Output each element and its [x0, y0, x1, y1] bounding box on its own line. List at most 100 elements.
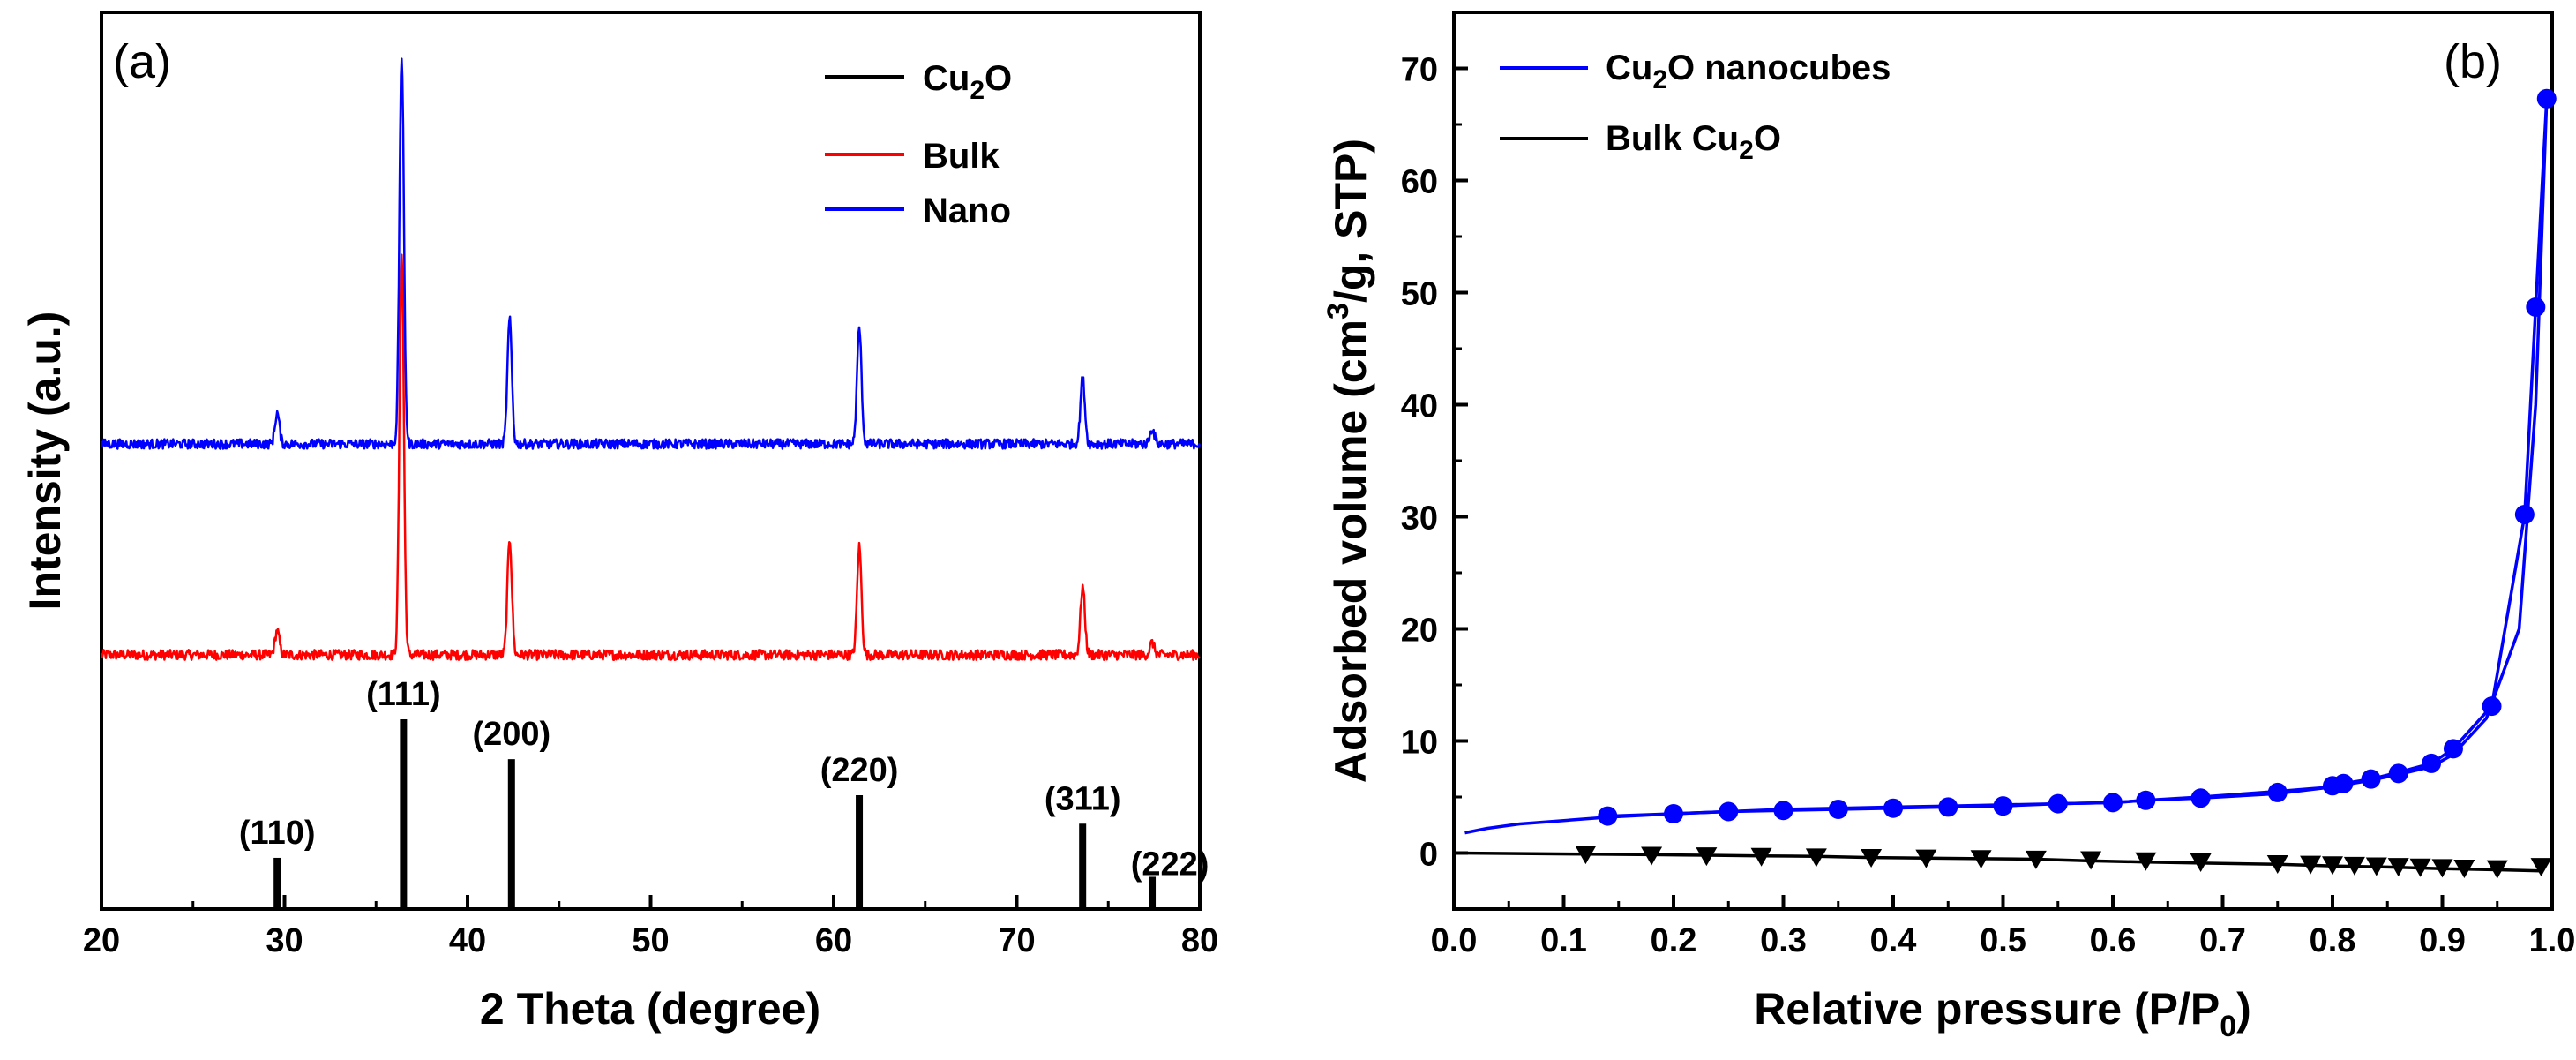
series-1-marker-6 [1915, 849, 1937, 868]
series-1-marker-4 [1805, 848, 1827, 868]
series-1-marker-18 [2409, 858, 2431, 877]
ref-peak-1 [400, 719, 408, 909]
b-x-tick-label-3: 0.3 [1760, 922, 1807, 959]
legend-a-label-ref: Cu2O [923, 59, 1012, 105]
series-0-marker-15 [2361, 769, 2381, 789]
series-1-marker-22 [2530, 858, 2552, 877]
b-x-tick-label-9: 0.9 [2419, 922, 2466, 959]
series-0-marker-22 [2536, 88, 2557, 109]
panel-b-legend: Cu2O nanocubes Bulk Cu2O [1500, 49, 1891, 165]
legend-a-label-bulk: Bulk [923, 137, 1000, 176]
a-x-tick-label-2: 40 [449, 922, 486, 959]
nano-trace [100, 57, 1202, 450]
panel-a-label: (a) [113, 35, 171, 88]
panel-b-label: (b) [2444, 35, 2502, 88]
a-x-tick-label-4: 60 [815, 922, 852, 959]
b-x-tick-label-0: 0.0 [1431, 922, 1478, 959]
panel-a-reference-sticks: (110) (111) (200) (220) (311) (222) [239, 676, 1209, 909]
ref-peak-2 [507, 759, 515, 909]
panel-b-y-axis-label: Adsorbed volume (cm3/g, STP) [1322, 139, 1375, 783]
panel-b-y-ticks: 0 10 20 30 40 50 60 70 [1401, 11, 1468, 911]
b-x-tick-label-4: 0.4 [1870, 922, 1917, 959]
ref-peak-3 [856, 795, 864, 909]
series-1-marker-3 [1750, 847, 1772, 867]
panel-b-lines [1453, 98, 2549, 873]
a-x-tick-label-0: 20 [83, 922, 120, 959]
series-1-marker-12 [2266, 854, 2288, 874]
ref-peak-label-4: (311) [1045, 780, 1121, 817]
bulk-trace [100, 253, 1201, 661]
ref-peak-label-1: (111) [366, 676, 441, 713]
legend-a-label-nano: Nano [923, 192, 1011, 230]
legend-b-label-bulk: Bulk Cu2O [1606, 119, 1781, 165]
ref-peak-label-5: (222) [1131, 846, 1209, 883]
panel-a-frame [100, 11, 1202, 911]
series-1-marker-2 [1696, 847, 1718, 867]
series-0-marker-2 [1719, 801, 1739, 822]
panel-a-y-axis-label: Intensity (a.u.) [20, 312, 70, 611]
ref-peak-label-0: (110) [239, 815, 316, 852]
panel-b-x-ticks: 0.0 0.1 0.2 0.3 0.4 0.5 0.6 0.7 0.8 0.9 1.0 [1431, 895, 2576, 959]
b-x-tick-label-10: 1.0 [2529, 922, 2576, 959]
series-1-marker-21 [2486, 860, 2508, 879]
series-0-marker-10 [2136, 790, 2156, 810]
series-0-marker-5 [1883, 798, 1903, 818]
series-0-marker-11 [2190, 788, 2211, 808]
b-y-tick-label-4: 40 [1401, 388, 1438, 425]
a-x-tick-label-6: 80 [1181, 922, 1218, 959]
series-0-marker-0 [1598, 806, 1618, 826]
b-y-tick-label-7: 70 [1401, 52, 1438, 89]
a-x-tick-label-3: 50 [632, 922, 669, 959]
series-0-marker-3 [1773, 801, 1793, 821]
panel-a-traces [100, 57, 1202, 661]
series-0-marker-19 [2482, 696, 2502, 717]
series-1-marker-17 [2387, 858, 2409, 877]
series-1-marker-14 [2322, 856, 2343, 876]
series-1-marker-15 [2343, 856, 2365, 876]
series-1-marker-11 [2190, 853, 2212, 873]
b-x-tick-label-5: 0.5 [1980, 922, 2026, 959]
b-y-tick-label-2: 20 [1401, 613, 1438, 650]
series-0-marker-4 [1828, 799, 1848, 819]
ref-peak-label-3: (220) [820, 752, 899, 789]
b-y-tick-label-5: 50 [1401, 276, 1438, 313]
series-0-marker-6 [1938, 797, 1958, 817]
series-1-marker-9 [2080, 851, 2102, 870]
panel-a: (110) (111) (200) (220) (311) (222) 20 30 40 50 6… [20, 11, 1218, 1034]
b-y-tick-label-6: 60 [1401, 164, 1438, 201]
b-y-tick-label-0: 0 [1419, 837, 1438, 874]
panel-a-legend: Cu2O Bulk Nano [825, 59, 1012, 230]
series-1-marker-10 [2135, 852, 2157, 871]
b-x-tick-label-2: 0.2 [1651, 922, 1697, 959]
series-1-marker-5 [1861, 848, 1883, 868]
series-0-marker-8 [2048, 793, 2068, 814]
b-y-tick-label-3: 30 [1401, 500, 1438, 538]
a-x-tick-label-5: 70 [998, 922, 1035, 959]
a-x-tick-label-1: 30 [266, 922, 303, 959]
series-0-adsorption-line [1464, 98, 2549, 835]
panel-a-x-ticks: 20 30 40 50 60 70 80 [83, 895, 1218, 959]
series-1-marker-1 [1641, 846, 1663, 866]
series-1-marker-0 [1575, 846, 1597, 865]
series-0-marker-1 [1664, 804, 1683, 824]
b-x-tick-label-7: 0.7 [2199, 922, 2246, 959]
panel-b: 0.0 0.1 0.2 0.3 0.4 0.5 0.6 0.7 0.8 0.9 1.0 0 10 20 3… [1322, 11, 2576, 1043]
panel-a-x-axis-label: 2 Theta (degree) [480, 984, 820, 1034]
series-0-desorption-line [1607, 98, 2549, 818]
ref-peak-label-2: (200) [472, 716, 550, 753]
ref-peak-0 [273, 857, 281, 909]
series-0-marker-21 [2526, 297, 2546, 318]
b-x-tick-label-1: 0.1 [1540, 922, 1587, 959]
b-y-tick-label-1: 10 [1401, 725, 1438, 762]
series-0-marker-20 [2514, 504, 2535, 524]
series-0-marker-17 [2422, 753, 2442, 773]
legend-b-label-nanocubes: Cu2O nanocubes [1606, 49, 1891, 94]
series-0-marker-14 [2333, 773, 2354, 793]
series-1-marker-13 [2300, 855, 2322, 875]
series-1-marker-20 [2453, 860, 2475, 879]
series-1-marker-7 [1970, 850, 1992, 869]
series-1-marker-19 [2431, 859, 2453, 878]
b-x-tick-label-8: 0.8 [2310, 922, 2356, 959]
b-x-tick-label-6: 0.6 [2090, 922, 2137, 959]
